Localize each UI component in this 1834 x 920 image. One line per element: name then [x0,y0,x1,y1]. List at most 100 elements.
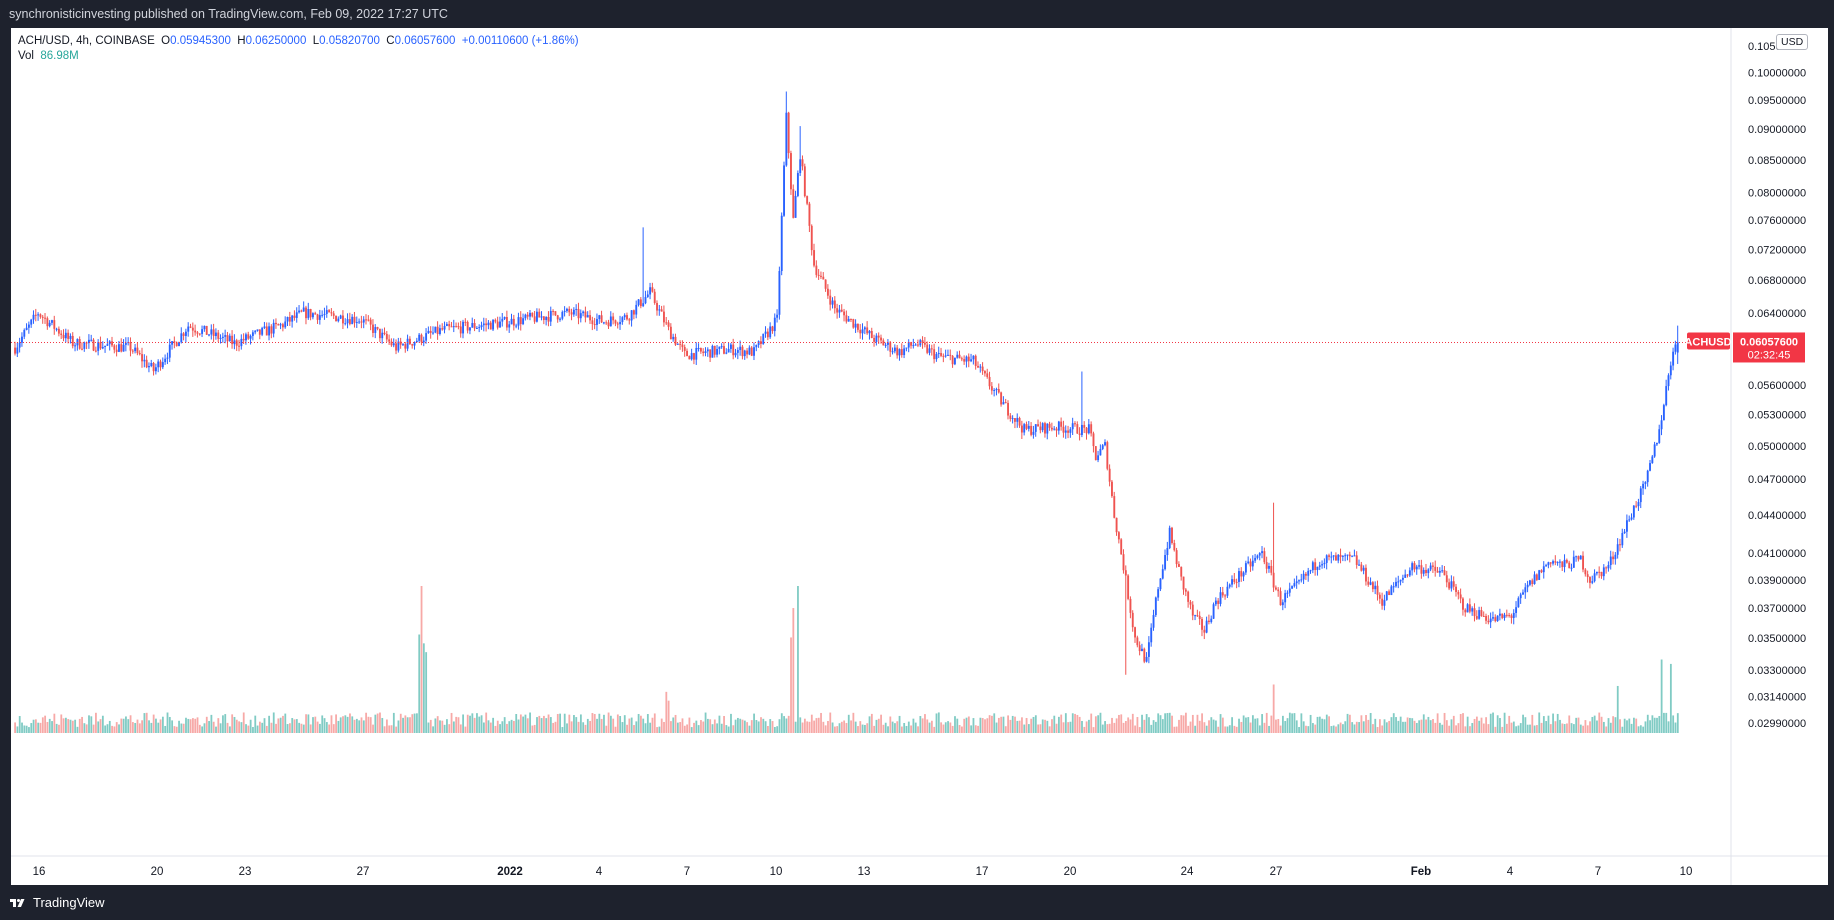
candle-body [651,287,654,292]
x-tick-label: 20 [1064,866,1077,878]
volume-label[interactable]: Vol [18,50,34,62]
volume-bar [619,715,622,733]
change-value: +0.00110600 (+1.86%) [461,35,579,47]
candle-body [321,314,324,316]
volume-bar [930,720,933,733]
candle-body [1365,567,1367,582]
candle-body [275,322,277,325]
volume-bar [1025,717,1028,733]
symbol-badge [1687,332,1730,350]
volume-bar [545,718,548,733]
candle-body [1429,565,1432,570]
chart-area[interactable]: 0.105000000.100000000.095000000.09000000… [11,28,1828,885]
volume-bar [739,718,742,733]
candle-body [1157,589,1160,598]
volume-bar [69,719,72,733]
candle-body [873,337,876,342]
candle-body [235,340,238,346]
volume-bar [628,718,631,733]
volume-bar [1422,714,1425,733]
volume-bar [1108,723,1111,733]
candle-body [1589,577,1591,583]
candle-body [1649,463,1651,471]
volume-bar [309,724,312,733]
candle-body [337,318,340,322]
candle-body [300,310,303,312]
volume-bar [1348,714,1351,733]
candle-body [1492,617,1494,619]
volume-bar [295,719,298,733]
volume-bar [1231,717,1233,733]
volume-bar [919,716,922,733]
volume-bar [1616,685,1619,733]
candle-body [362,319,365,323]
volume-bar [1295,720,1298,733]
volume-bar [1538,712,1541,733]
volume-bar [217,718,220,733]
candle-body [683,347,686,351]
candle-body [1519,594,1522,599]
volume-bar [840,721,843,733]
volume-bar [889,716,892,733]
candle-body [1314,562,1317,570]
volume-bar [452,721,455,733]
volume-bar [1032,716,1035,733]
candle-body [572,309,575,315]
candle-body [1046,423,1049,434]
volume-bar [743,720,746,733]
volume-bar [785,718,788,733]
tradingview-logo[interactable]: TradingView [10,895,105,910]
volume-bar [16,726,19,733]
candle-body [1321,564,1324,566]
candle-body [390,341,393,346]
volume-bar [1014,716,1016,733]
volume-bar [332,724,335,733]
volume-bar [674,714,677,733]
volume-bar [667,700,670,733]
candle-body [1503,614,1506,618]
candle-body [626,315,628,320]
candle-body [695,347,698,360]
price-chart[interactable]: 0.105000000.100000000.095000000.09000000… [11,28,1828,885]
volume-bar [441,720,444,733]
candle-body [196,332,199,334]
volume-bar [369,717,372,733]
candle-body [1593,573,1596,582]
candle-body [1210,618,1213,623]
volume-bar [1596,720,1598,733]
candle-body [238,345,241,347]
volume-bar [270,722,273,733]
volume-bar [1630,723,1633,733]
candle-body [87,339,90,344]
y-tick-label: 0.09000000 [1748,124,1806,136]
candle-body [263,326,266,328]
volume-bar [912,718,915,733]
volume-bar [799,717,802,733]
volume-bar [1030,718,1033,733]
volume-bar [185,717,187,733]
volume-bar [755,719,758,733]
volume-bar [591,712,594,733]
symbol-label[interactable]: ACH/USD, 4h, COINBASE [18,35,155,47]
currency-button[interactable]: USD [1776,34,1809,50]
volume-bar [806,721,809,733]
candle-body [1332,555,1335,557]
candle-body [1164,555,1167,570]
volume-bar [342,716,344,733]
volume-bar [1309,714,1312,733]
volume-bar [1196,714,1199,733]
volume-bar [711,724,714,733]
volume-bar [106,724,109,733]
volume-bar [732,725,735,733]
volume-bar [1330,726,1333,733]
volume-bar [1674,722,1677,733]
volume-bar [847,714,850,733]
candle-body [602,322,605,324]
candle-body [1482,615,1485,617]
ohlc-row: ACH/USD, 4h, COINBASE O0.05945300 H0.062… [18,35,579,47]
candle-body [1637,502,1640,507]
volume-bar [1189,721,1192,733]
candle-body [85,342,88,344]
volume-bar [1118,714,1120,733]
candle-body [536,311,538,322]
